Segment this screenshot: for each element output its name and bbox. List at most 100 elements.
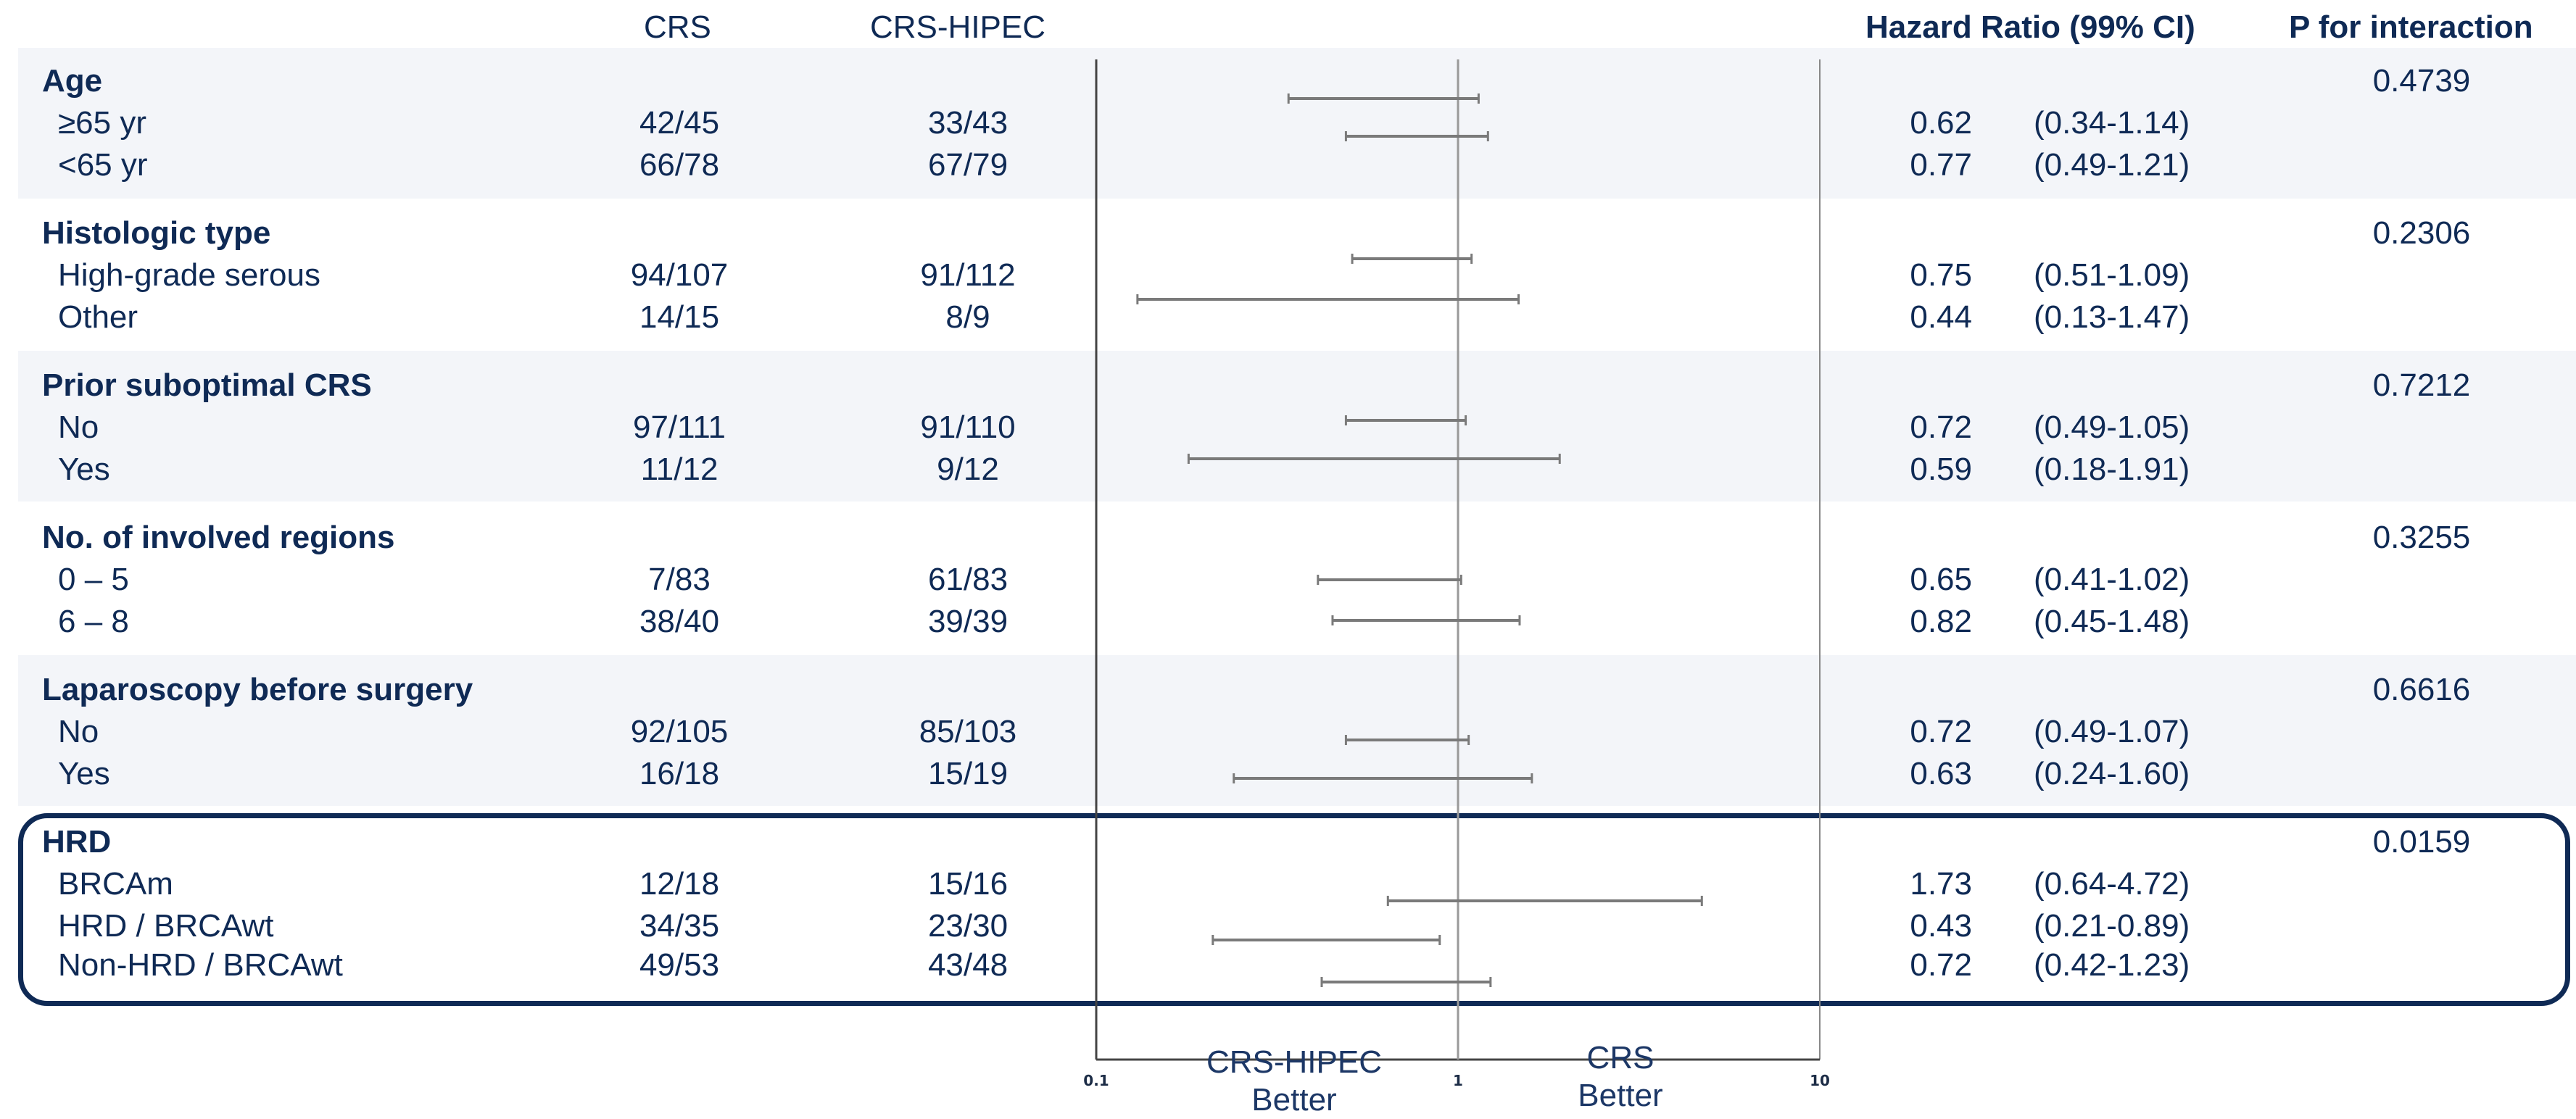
- row-label: Yes: [58, 756, 110, 791]
- crs-events: 97/111: [632, 409, 726, 445]
- row-label: High-grade serous: [58, 257, 320, 293]
- hipec-events: 39/39: [927, 604, 1009, 639]
- p-value-hrd: 0.0159: [2372, 824, 2471, 860]
- ci-whisker-12: [1212, 935, 1441, 945]
- ci-whisker-10: [1233, 773, 1533, 783]
- row-label: Other: [58, 299, 138, 335]
- ci-whisker-3: [1351, 254, 1473, 264]
- ci-value: (0.13-1.47): [2034, 299, 2190, 335]
- hipec-events: 15/16: [927, 866, 1009, 902]
- row-label: <65 yr: [58, 147, 148, 183]
- ci-value: (0.49-1.05): [2034, 409, 2190, 445]
- hipec-events: 67/79: [927, 147, 1009, 183]
- row-label: BRCAm: [58, 866, 173, 902]
- hipec-events: 61/83: [927, 562, 1009, 597]
- forest-axis: [1095, 59, 1821, 1061]
- hr-value: 0.44: [1910, 299, 1972, 335]
- hr-value: 0.72: [1910, 947, 1972, 983]
- group-band-age: [18, 48, 2576, 199]
- crs-events: 34/35: [639, 908, 720, 944]
- ci-value: (0.45-1.48): [2034, 604, 2190, 639]
- crs-events: 14/15: [639, 299, 720, 335]
- row-label: 0 – 5: [58, 562, 129, 597]
- ci-whisker-7: [1317, 575, 1462, 585]
- ci-value: (0.24-1.60): [2034, 756, 2190, 791]
- group-title-histologic: Histologic type: [42, 215, 271, 251]
- hipec-events: 23/30: [927, 908, 1009, 944]
- ci-value: (0.64-4.72): [2034, 866, 2190, 902]
- row-label: Non-HRD / BRCAwt: [58, 947, 343, 983]
- ci-value: (0.49-1.21): [2034, 147, 2190, 183]
- hr-value: 0.43: [1910, 908, 1972, 944]
- crs-events: 16/18: [639, 756, 720, 791]
- hipec-events: 85/103: [919, 714, 1017, 749]
- ci-whisker-1: [1287, 93, 1480, 104]
- header-p-interaction: P for interaction: [2289, 9, 2533, 45]
- tick-label-1: 1: [1453, 1072, 1463, 1089]
- ci-value: (0.42-1.23): [2034, 947, 2190, 983]
- row-label: 6 – 8: [58, 604, 129, 639]
- ci-value: (0.18-1.91): [2034, 452, 2190, 487]
- group-band-laparoscopy: [18, 655, 2576, 806]
- row-label: Yes: [58, 452, 110, 487]
- p-value-regions: 0.3255: [2372, 520, 2471, 555]
- hr-value: 0.77: [1910, 147, 1972, 183]
- crs-events: 42/45: [639, 105, 720, 141]
- favors-hipec-label-1: CRS-HIPEC: [1206, 1044, 1382, 1080]
- tick-label-0.1: 0.1: [1083, 1072, 1109, 1089]
- crs-events: 92/105: [630, 714, 729, 749]
- hipec-events: 33/43: [927, 105, 1009, 141]
- hipec-events: 43/48: [927, 947, 1009, 983]
- group-title-regions: No. of involved regions: [42, 520, 395, 555]
- ci-whisker-8: [1331, 615, 1521, 625]
- crs-events: 11/12: [640, 452, 718, 487]
- hr-value: 0.59: [1910, 452, 1972, 487]
- group-band-prior-crs: [18, 351, 2576, 502]
- group-title-laparoscopy: Laparoscopy before surgery: [42, 672, 473, 707]
- hrd-highlight-box: [18, 813, 2570, 1006]
- hr-value: 0.82: [1910, 604, 1972, 639]
- tick-labels: 0.1 1 10: [1083, 1072, 1830, 1089]
- p-value-prior-crs: 0.7212: [2372, 367, 2471, 403]
- ci-whisker-13: [1320, 977, 1492, 987]
- favors-crs-label-1: CRS: [1587, 1040, 1654, 1076]
- favors-crs-label-2: Better: [1578, 1078, 1662, 1113]
- hr-value: 1.73: [1910, 866, 1972, 902]
- group-title-age: Age: [42, 63, 103, 99]
- crs-events: 66/78: [639, 147, 720, 183]
- row-label: HRD / BRCAwt: [58, 908, 274, 944]
- row-label: ≥65 yr: [58, 105, 146, 141]
- ci-whisker-11: [1386, 896, 1703, 906]
- crs-events: 94/107: [630, 257, 729, 293]
- header-hazard-ratio: Hazard Ratio (99% CI): [1865, 9, 2195, 45]
- hr-value: 0.72: [1910, 409, 1972, 445]
- hipec-events: 8/9: [945, 299, 990, 335]
- favors-hipec-label-2: Better: [1251, 1082, 1336, 1118]
- crs-events: 49/53: [639, 947, 720, 983]
- crs-events: 38/40: [639, 604, 720, 639]
- crs-events: 7/83: [648, 562, 711, 597]
- header-crs-hipec: CRS-HIPEC: [870, 9, 1046, 45]
- hr-value: 0.65: [1910, 562, 1972, 597]
- group-title-hrd: HRD: [42, 824, 112, 860]
- ci-value: (0.51-1.09): [2034, 257, 2190, 293]
- ci-value: (0.41-1.02): [2034, 562, 2190, 597]
- ci-whisker-5: [1344, 415, 1467, 425]
- hipec-events: 91/112: [920, 257, 1016, 293]
- ci-whisker-2: [1344, 131, 1489, 141]
- hipec-events: 9/12: [937, 452, 999, 487]
- ci-whisker-4: [1136, 294, 1520, 304]
- row-label: No: [58, 409, 99, 445]
- tick-label-10: 10: [1810, 1072, 1830, 1089]
- ci-value: (0.34-1.14): [2034, 105, 2190, 141]
- hr-value: 0.62: [1910, 105, 1972, 141]
- hr-value: 0.63: [1910, 756, 1972, 791]
- row-label: No: [58, 714, 99, 749]
- p-value-age: 0.4739: [2372, 63, 2471, 99]
- group-title-prior-crs: Prior suboptimal CRS: [42, 367, 372, 403]
- hipec-events: 15/19: [927, 756, 1009, 791]
- hipec-events: 91/110: [920, 409, 1016, 445]
- header-crs: CRS: [644, 9, 711, 45]
- ci-whisker-6: [1187, 454, 1561, 464]
